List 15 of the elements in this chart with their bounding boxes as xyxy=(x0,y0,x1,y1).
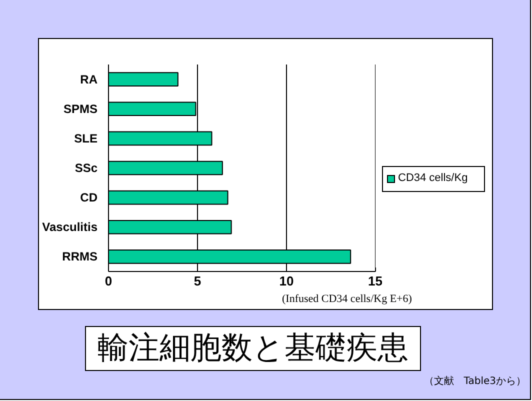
x-axis-title: (Infused CD34 cells/Kg E+6) xyxy=(282,292,412,307)
x-tick-label: 10 xyxy=(279,274,294,288)
y-tick-label: RA xyxy=(80,72,98,86)
text: （文献 Table3から） xyxy=(424,375,526,389)
x-tick-label: 0 xyxy=(104,274,112,288)
x-tick-label: 5 xyxy=(194,274,202,288)
y-tick-label: Vasculitis xyxy=(42,220,98,234)
x-tick-label: 15 xyxy=(368,274,383,288)
legend-label: CD34 cells/Kg xyxy=(397,171,469,186)
text: 輸注細胞数と基礎疾患 xyxy=(98,329,408,368)
y-tick-label: RRMS xyxy=(62,250,98,264)
y-tick-label: SSc xyxy=(74,161,98,175)
y-tick-label: SPMS xyxy=(63,102,98,116)
y-tick-label: SLE xyxy=(74,131,98,146)
y-tick-label: CD xyxy=(80,190,98,205)
